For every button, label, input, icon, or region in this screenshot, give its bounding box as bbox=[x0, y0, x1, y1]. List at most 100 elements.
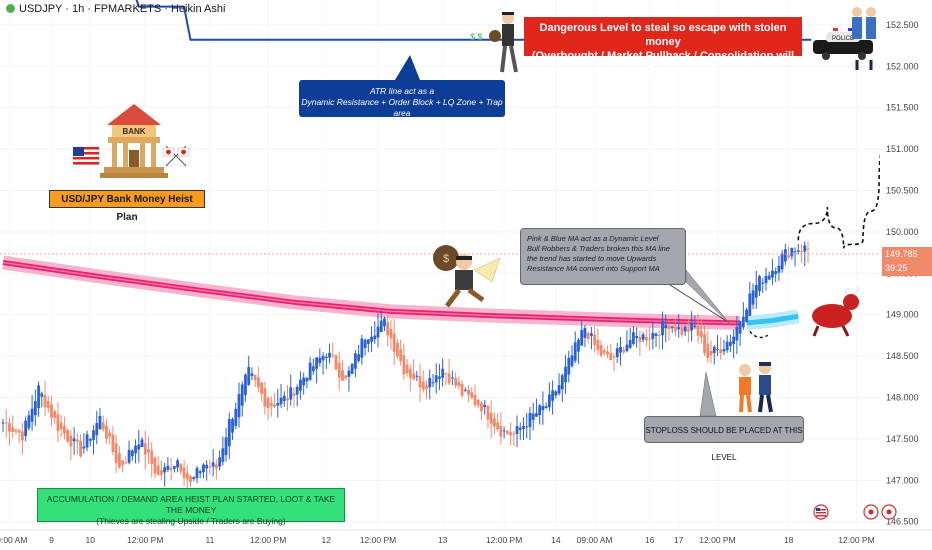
accum-text-line2: (Thieves are stealing Upside / Traders a… bbox=[96, 516, 286, 526]
candle-body bbox=[11, 427, 15, 432]
candle-body bbox=[463, 389, 467, 391]
candle-body bbox=[564, 366, 567, 383]
candle-body bbox=[85, 434, 89, 448]
candle-body bbox=[441, 368, 445, 378]
candle-body bbox=[46, 401, 50, 408]
candle-body bbox=[528, 412, 532, 427]
candle-body bbox=[522, 425, 525, 429]
x-tick-label: 16 bbox=[645, 535, 655, 545]
candle-body bbox=[82, 446, 86, 449]
candle-body bbox=[538, 405, 542, 416]
candle-body bbox=[499, 425, 503, 437]
candle-body bbox=[353, 353, 357, 369]
candle-body bbox=[509, 432, 512, 436]
candle-body bbox=[150, 450, 154, 465]
candle-body bbox=[493, 418, 496, 427]
candle-body bbox=[696, 326, 700, 336]
robber-illustration: $ bbox=[433, 245, 501, 308]
candle-body bbox=[66, 429, 70, 442]
candle-body bbox=[244, 374, 247, 396]
candle-body bbox=[644, 336, 648, 341]
candle-body bbox=[596, 339, 600, 350]
candle-body bbox=[1, 422, 5, 424]
japan-event-icon-1[interactable] bbox=[863, 504, 879, 520]
candle-body bbox=[124, 462, 128, 464]
candle-body bbox=[619, 346, 622, 353]
candle-body bbox=[221, 448, 225, 462]
candle-body bbox=[699, 330, 703, 338]
chart-header: USDJPY · 1h · FPMARKETS · Heikin Ashi bbox=[6, 3, 225, 15]
candle-body bbox=[635, 336, 639, 339]
last-price-badge: 149.785 bbox=[882, 247, 932, 262]
candle-body bbox=[182, 467, 186, 479]
candle-body bbox=[467, 389, 470, 395]
candle-body bbox=[518, 427, 522, 431]
candle-body bbox=[560, 375, 564, 390]
candle-body bbox=[489, 412, 493, 424]
candle-body bbox=[43, 395, 47, 408]
candle-body bbox=[350, 363, 354, 374]
candle-body bbox=[690, 322, 694, 331]
candle-body bbox=[389, 328, 393, 339]
candle-body bbox=[447, 373, 451, 384]
candle-body bbox=[37, 385, 40, 409]
candle-body bbox=[305, 378, 309, 382]
candle-body bbox=[677, 327, 681, 330]
candle-body bbox=[269, 402, 273, 407]
candle-body bbox=[386, 322, 390, 336]
candle-body bbox=[140, 439, 144, 448]
x-tick-label: 09:00 AM bbox=[0, 535, 27, 545]
x-tick-label: 12 bbox=[322, 535, 332, 545]
chart-title: USDJPY · 1h · FPMARKETS · Heikin Ashi bbox=[19, 3, 226, 15]
candle-body bbox=[27, 415, 31, 429]
candle-body bbox=[712, 346, 716, 354]
candle-body bbox=[160, 470, 163, 475]
candle-body bbox=[774, 271, 778, 275]
candle-body bbox=[535, 413, 538, 417]
japan-flag-icon bbox=[162, 145, 190, 167]
candle-body bbox=[185, 472, 189, 480]
bull-illustration bbox=[812, 286, 860, 337]
candle-body bbox=[373, 335, 377, 340]
candle-body bbox=[72, 438, 76, 442]
candle-body bbox=[88, 438, 92, 441]
candle-body bbox=[622, 349, 626, 353]
candle-body bbox=[706, 343, 710, 359]
candle-body bbox=[50, 404, 53, 418]
y-tick-label: 151.500 bbox=[886, 103, 919, 113]
candle-body bbox=[483, 404, 487, 408]
y-tick-label: 146.500 bbox=[886, 517, 919, 527]
ma-text-line1: Pink & Blue MA act as a Dynamic Level bbox=[527, 234, 659, 243]
candle-body bbox=[95, 423, 99, 436]
x-tick-label: 13 bbox=[438, 535, 448, 545]
candle-body bbox=[257, 377, 260, 388]
candle-body bbox=[771, 270, 774, 278]
japan-event-icon-2[interactable] bbox=[881, 504, 897, 520]
candle-body bbox=[803, 245, 807, 252]
candle-body bbox=[661, 321, 664, 336]
candle-body bbox=[703, 334, 706, 354]
countdown-badge: 39:25 bbox=[882, 261, 932, 276]
candle-body bbox=[92, 430, 95, 440]
y-tick-label: 150.000 bbox=[886, 227, 919, 237]
y-tick-label: 147.000 bbox=[886, 475, 919, 485]
candle-body bbox=[366, 339, 370, 344]
candle-body bbox=[531, 413, 535, 420]
candle-body bbox=[56, 414, 60, 432]
candle-body bbox=[176, 460, 179, 468]
candle-body bbox=[732, 336, 736, 344]
candle-body bbox=[211, 462, 215, 467]
svg-text:$ $: $ $ bbox=[470, 32, 483, 42]
us-flag-event-icon[interactable] bbox=[813, 504, 829, 520]
thief-illustration: $ $ bbox=[470, 12, 518, 73]
candle-body bbox=[754, 284, 758, 298]
candle-body bbox=[806, 248, 810, 250]
x-tick-label: 17 bbox=[674, 535, 684, 545]
candle-body bbox=[729, 341, 732, 347]
candle-body bbox=[111, 434, 115, 453]
candle-body bbox=[686, 329, 690, 332]
candle-body bbox=[292, 393, 296, 396]
candle-body bbox=[444, 373, 448, 375]
candle-body bbox=[117, 453, 121, 468]
time-axis[interactable]: 09:00 AM 9 10 12:00 PM 11 12:00 PM 12 12:00 PM 1… bbox=[0, 529, 932, 550]
